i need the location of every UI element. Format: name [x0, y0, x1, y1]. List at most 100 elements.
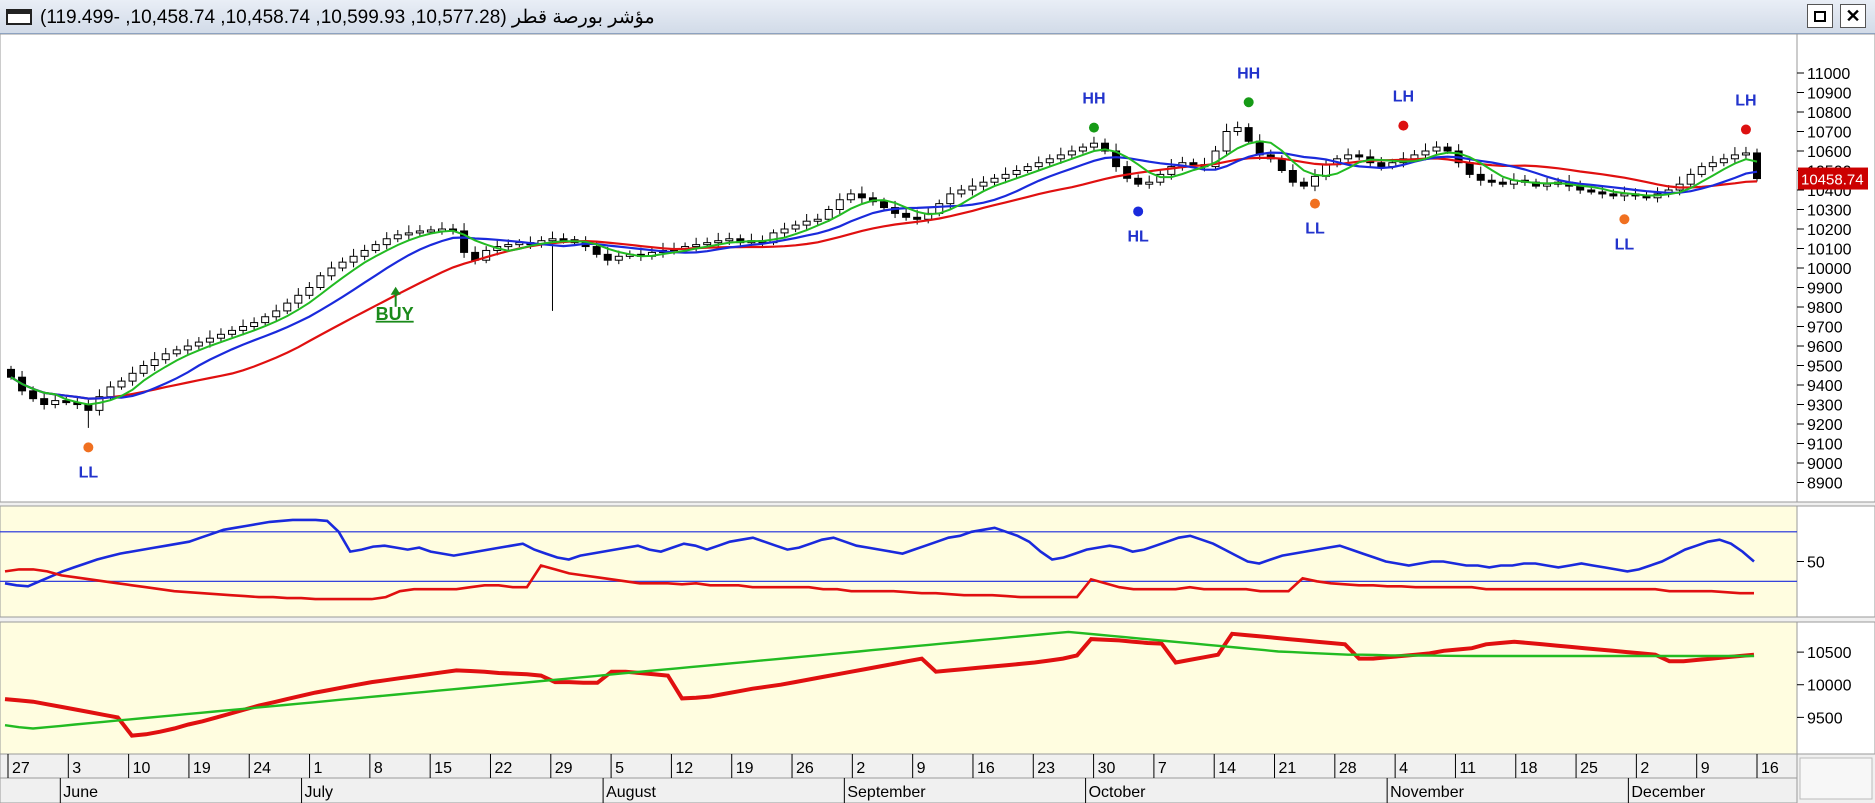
candle-body [1498, 181, 1507, 185]
date-tick-label: 12 [675, 760, 693, 777]
swing-label: LL [79, 464, 99, 481]
swing-label: LH [1393, 89, 1414, 106]
candle-body [846, 193, 855, 201]
price-y-tick-label: 9100 [1807, 437, 1843, 454]
candle-body [1189, 162, 1198, 166]
candle-body [316, 275, 325, 289]
candle-body [592, 246, 601, 255]
price-y-tick-label: 9200 [1807, 417, 1843, 434]
restore-icon [1814, 11, 1826, 22]
date-tick-label: 4 [1399, 760, 1408, 777]
candle-body [272, 310, 281, 318]
candle-body [172, 349, 181, 355]
candles [7, 121, 1761, 428]
swing-dot [1133, 206, 1144, 217]
ma-mid-line [10, 151, 1758, 400]
date-tick-label: 14 [1218, 760, 1236, 777]
price-y-tick-label: 10100 [1807, 242, 1852, 259]
candle-body [714, 240, 723, 244]
price-y-tick-label: 9700 [1807, 320, 1843, 337]
price-axis-bg [1796, 34, 1875, 503]
price-y-tick-label: 10700 [1807, 125, 1852, 142]
price-y-tick-label: 9900 [1807, 281, 1843, 298]
candle-body [1377, 162, 1386, 168]
swing-label: LL [1305, 221, 1325, 238]
date-tick-label: 3 [72, 760, 81, 777]
date-tick-label: 21 [1279, 760, 1297, 777]
candle-body [216, 333, 225, 339]
date-tick-label: 19 [193, 760, 211, 777]
candle-body [1487, 179, 1496, 183]
chart-area[interactable]: 8900 9000 9100 9200 9300 9400 9500 9600 9700 9800… [0, 34, 1875, 803]
close-button[interactable]: ✕ [1840, 4, 1866, 28]
last-price-label: 10458.74 [1801, 172, 1864, 189]
time-axis[interactable]: 27 3 10 19 24 1 8 15 22 29 5 12 19 26 2 9 16 23 30 7 14 21 28 4… [0, 753, 1873, 803]
date-tick-label: 15 [434, 760, 452, 777]
date-tick-label: 28 [1339, 760, 1357, 777]
candle-body [415, 230, 424, 234]
candle-body [1598, 191, 1607, 195]
price-y-tick-label: 10800 [1807, 105, 1852, 122]
candle-body [1543, 183, 1552, 187]
candle-body [128, 372, 137, 382]
ma-y-tick-label: 10000 [1807, 678, 1852, 695]
swing-dot [1243, 97, 1254, 108]
candle-body [1708, 162, 1717, 168]
window-titlebar[interactable]: مؤشر بورصة قطر (10,577.28, 10,599.93, 10… [0, 0, 1875, 34]
candle-body [1465, 162, 1474, 175]
swing-dot [83, 442, 94, 453]
swing-dot [1619, 214, 1630, 225]
date-tick-label: 5 [615, 760, 624, 777]
price-panel[interactable]: 8900 9000 9100 9200 9300 9400 9500 9600 9700 9800… [0, 34, 1875, 503]
candle-body [371, 244, 380, 251]
restore-button[interactable] [1807, 4, 1833, 28]
date-tick-label: 19 [736, 760, 754, 777]
candle-body [139, 365, 148, 374]
candle-body [802, 220, 811, 226]
price-y-tick-label: 9000 [1807, 456, 1843, 473]
date-tick-label: 24 [253, 760, 271, 777]
date-tick-label: 23 [1037, 760, 1055, 777]
date-tick-label: 16 [977, 760, 995, 777]
candle-body [1089, 142, 1098, 148]
candle-body [250, 322, 259, 328]
price-y-tick-label: 10300 [1807, 203, 1852, 220]
candle-body [1045, 158, 1054, 164]
candle-body [228, 329, 237, 335]
last-price-box [1798, 167, 1868, 190]
month-label: June [63, 784, 98, 801]
candle-body [1078, 146, 1087, 152]
candle-body [1012, 170, 1021, 175]
candle-body [1101, 142, 1110, 152]
candle-body [1222, 131, 1231, 152]
candle-body [913, 216, 922, 220]
candle-body [283, 302, 292, 312]
date-tick-label: 2 [856, 760, 865, 777]
candle-body [404, 232, 413, 236]
candle-body [902, 212, 911, 218]
ma-y-tick-label: 10500 [1807, 645, 1852, 662]
candle-body [360, 249, 369, 257]
candle-body [460, 230, 469, 253]
price-y-tick-label: 11000 [1807, 66, 1850, 83]
date-tick-label: 9 [917, 760, 926, 777]
price-y-tick-label: 10600 [1807, 144, 1852, 161]
date-tick-label: 26 [796, 760, 814, 777]
candle-body [1244, 127, 1253, 142]
candle-body [603, 253, 612, 261]
price-y-tick-label: 10000 [1807, 261, 1852, 278]
candle-body [1741, 152, 1750, 156]
ma-green-line [4, 630, 1754, 730]
candle-body [62, 400, 71, 404]
candle-body [29, 390, 38, 400]
candle-body [1023, 166, 1032, 172]
oscillator-panel[interactable]: 50 [0, 505, 1875, 618]
date-tick-label: 9 [1701, 760, 1710, 777]
moving-average-panel[interactable]: 9500 10000 10500 [0, 621, 1875, 755]
swing-dot [1088, 122, 1099, 133]
price-y-tick-label: 9300 [1807, 398, 1843, 415]
candle-body [1609, 193, 1618, 197]
candle-body [548, 238, 557, 242]
candle-body [1432, 146, 1441, 152]
candle-body [946, 193, 955, 205]
